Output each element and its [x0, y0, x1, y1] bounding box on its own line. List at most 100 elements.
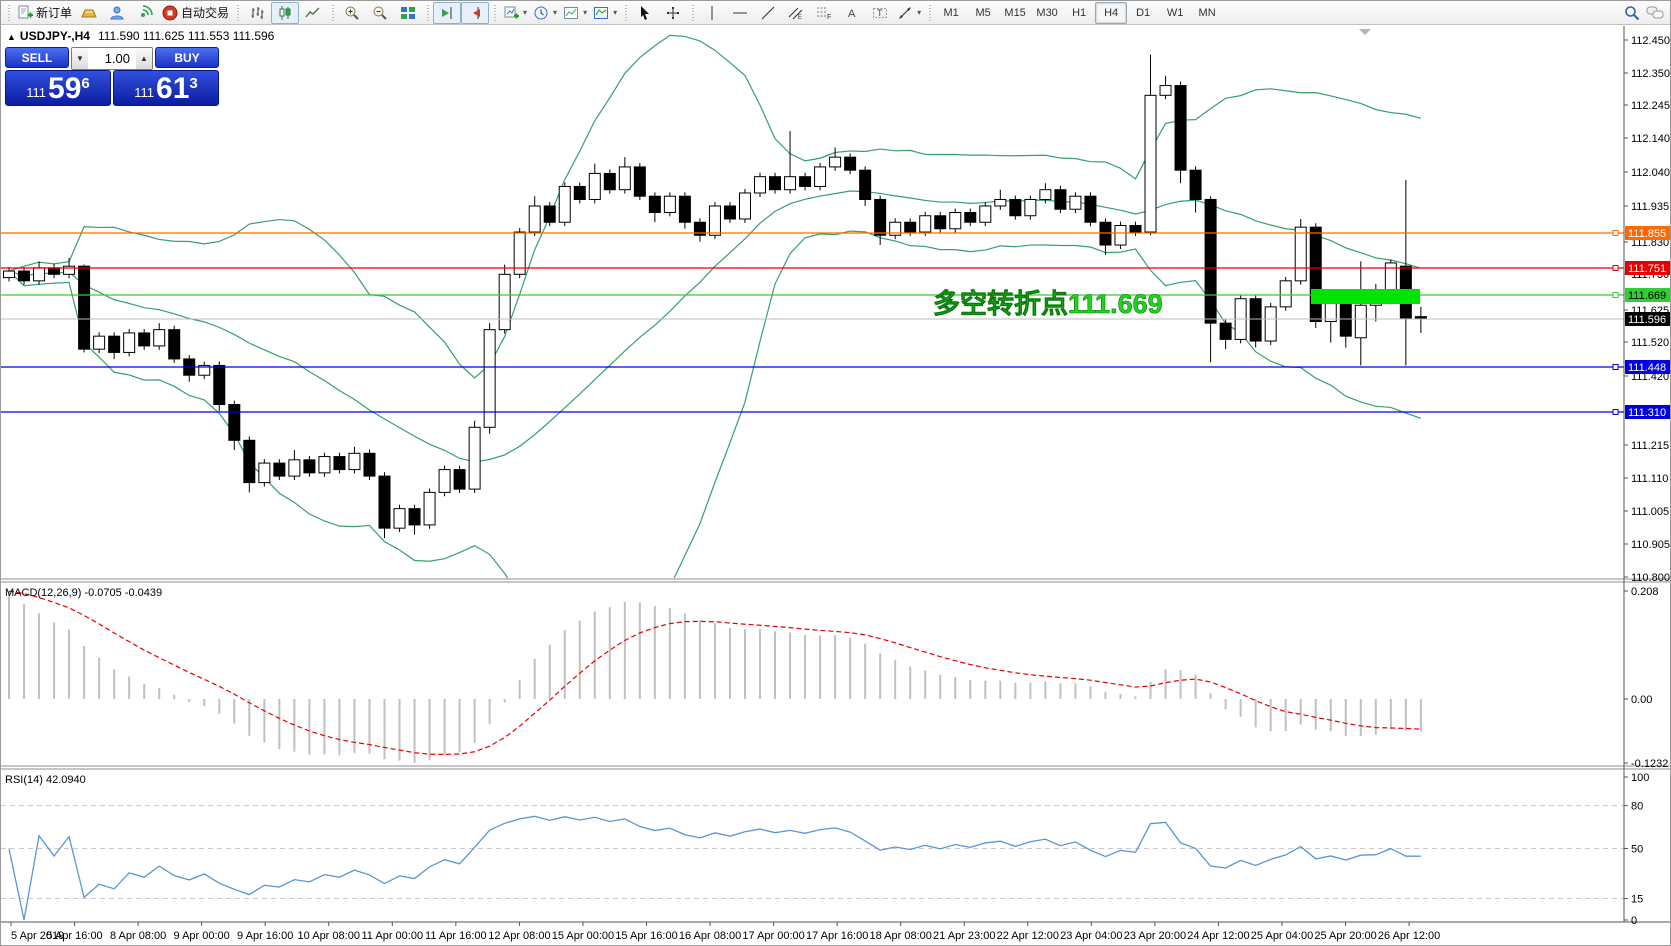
timeframe-m1[interactable]: M1	[943, 6, 959, 19]
gold-button[interactable]	[75, 2, 103, 24]
dropdown-caret-icon: ▾	[523, 8, 528, 17]
vertical-line-button[interactable]	[698, 2, 726, 24]
time-axis-label: 11 Apr 16:00	[425, 930, 487, 942]
sell-price-box[interactable]: 111 59 6	[5, 70, 111, 106]
timeframe-h4[interactable]: H4	[1095, 1, 1128, 24]
community-button[interactable]	[103, 2, 131, 24]
hline-handle[interactable]	[1612, 265, 1619, 271]
text-label-button[interactable]: T	[866, 2, 894, 24]
price-tick-label: 112.350	[1631, 68, 1670, 80]
zoom-in-button[interactable]	[338, 2, 366, 24]
time-axis-label: 12 Apr 08:00	[488, 930, 550, 942]
buy-price-box[interactable]: 111 61 3	[113, 70, 219, 106]
new-chart-dropdown[interactable]: ▾	[500, 2, 530, 24]
crosshair-button[interactable]	[659, 2, 687, 24]
templates-dropdown[interactable]: ▾	[560, 2, 590, 24]
candlestick-series	[3, 54, 1427, 538]
price-tick-label: 111.520	[1631, 337, 1669, 349]
time-axis-label: 24 Apr 12:00	[1187, 930, 1249, 942]
collapse-arrow-icon[interactable]: ▲	[7, 32, 16, 42]
rsi-pane: RSI(14) 42.0940	[1, 774, 1624, 921]
rsi-axis-label: 0	[1631, 915, 1637, 927]
sell-price-prefix: 111	[26, 85, 47, 100]
horizontal-line-button[interactable]	[726, 2, 754, 24]
autotrade-button[interactable]: 自动交易	[159, 2, 232, 24]
price-tag-111.448	[1625, 360, 1670, 374]
rsi-label: RSI(14) 42.0940	[5, 774, 86, 786]
chart-ohlc-values: 111.590 111.625 111.553 111.596	[97, 29, 275, 43]
volume-increase-button[interactable]: ▲	[136, 48, 152, 69]
tile-windows-button[interactable]	[394, 2, 422, 24]
search-icon[interactable]	[1624, 5, 1640, 21]
rsi-axis-label: 100	[1631, 772, 1649, 784]
text-button[interactable]: A	[838, 2, 866, 24]
price-tick-label: 112.140	[1631, 133, 1670, 145]
timeframe-d1[interactable]: D1	[1136, 6, 1151, 19]
highlight-rectangle[interactable]	[1311, 289, 1420, 304]
time-axis-label: 26 Apr 12:00	[1378, 930, 1440, 942]
chart-annotation-text[interactable]: 多空转折点111.669	[933, 288, 1163, 320]
timeframe-w1[interactable]: W1	[1166, 6, 1184, 19]
time-axis-label: 11 Apr 00:00	[362, 930, 424, 942]
line-chart-icon	[305, 7, 320, 17]
new-order-button[interactable]: 新订单	[14, 2, 75, 24]
time-axis-label: 9 Apr 16:00	[237, 930, 293, 942]
chat-icon[interactable]	[1646, 5, 1664, 21]
timeframe-mn[interactable]: MN	[1198, 6, 1216, 19]
line-chart-button[interactable]	[299, 2, 327, 24]
fibonacci-button[interactable]: F	[810, 2, 838, 24]
autotrade-label: 自动交易	[181, 6, 230, 20]
fibonacci-icon: F	[817, 7, 831, 21]
time-axis-label: 5 Apr 16:00	[46, 930, 102, 942]
svg-text:F: F	[827, 14, 831, 21]
hline-handle[interactable]	[1612, 230, 1619, 236]
auto-scroll-button[interactable]	[433, 1, 462, 24]
bar-chart-button[interactable]	[243, 2, 271, 24]
price-tag-111.310	[1625, 405, 1670, 419]
indicators-dropdown[interactable]: ▾	[590, 2, 620, 24]
toolbar-grip	[6, 4, 11, 21]
price-tick-label: 111.215	[1631, 440, 1669, 452]
macd-axis-label: 0.00	[1631, 694, 1652, 706]
hline-handle[interactable]	[1612, 409, 1619, 415]
trendline-icon	[761, 6, 775, 19]
equidistant-channel-button[interactable]: E	[782, 2, 810, 24]
time-axis-label: 15 Apr 16:00	[615, 930, 677, 942]
periods-dropdown[interactable]: ▾	[530, 2, 560, 24]
price-tag-111.669	[1625, 288, 1670, 302]
candlestick-chart-button[interactable]	[271, 1, 300, 24]
chart-shift-icon	[473, 6, 481, 19]
time-axis-label: 10 Apr 08:00	[298, 930, 360, 942]
timeframe-m15[interactable]: M15	[1004, 6, 1026, 19]
zoom-out-button[interactable]	[366, 2, 394, 24]
timeframe-m30[interactable]: M30	[1036, 6, 1058, 19]
hline-handle[interactable]	[1612, 364, 1619, 370]
community-profile-icon	[110, 6, 124, 19]
main-toolbar: 新订单 自动交易	[1, 1, 1670, 25]
volume-stepper: ▼ 1.00 ▲	[71, 47, 153, 70]
indicators-icon	[594, 6, 609, 19]
timeframe-m5[interactable]: M5	[975, 6, 991, 19]
price-tick-label: 112.040	[1631, 167, 1670, 179]
chart-shift-button[interactable]	[461, 1, 490, 24]
buy-price-prefix: 111	[134, 85, 155, 100]
hline-handle[interactable]	[1612, 292, 1619, 298]
macd-axis-label: 0.208	[1631, 586, 1659, 598]
volume-input[interactable]: 1.00	[88, 48, 136, 69]
trendline-button[interactable]	[754, 2, 782, 24]
sell-button[interactable]: SELL	[5, 47, 69, 68]
buy-price-sup: 3	[189, 75, 198, 92]
timeframe-h1[interactable]: H1	[1072, 6, 1087, 19]
dropdown-caret-icon: ▾	[583, 8, 588, 17]
cursor-button[interactable]	[631, 2, 659, 24]
arrows-dropdown[interactable]: ▾	[894, 2, 924, 24]
buy-button[interactable]: BUY	[155, 47, 219, 68]
crosshair-icon	[667, 6, 680, 19]
macd-label: MACD(12,26,9) -0.0705 -0.0439	[5, 587, 162, 599]
gold-ingot-icon	[81, 9, 97, 17]
signals-button[interactable]	[131, 2, 159, 24]
rsi-axis-label: 15	[1631, 894, 1643, 906]
volume-decrease-button[interactable]: ▼	[72, 48, 88, 69]
rsi-axis-label: 80	[1631, 801, 1643, 813]
